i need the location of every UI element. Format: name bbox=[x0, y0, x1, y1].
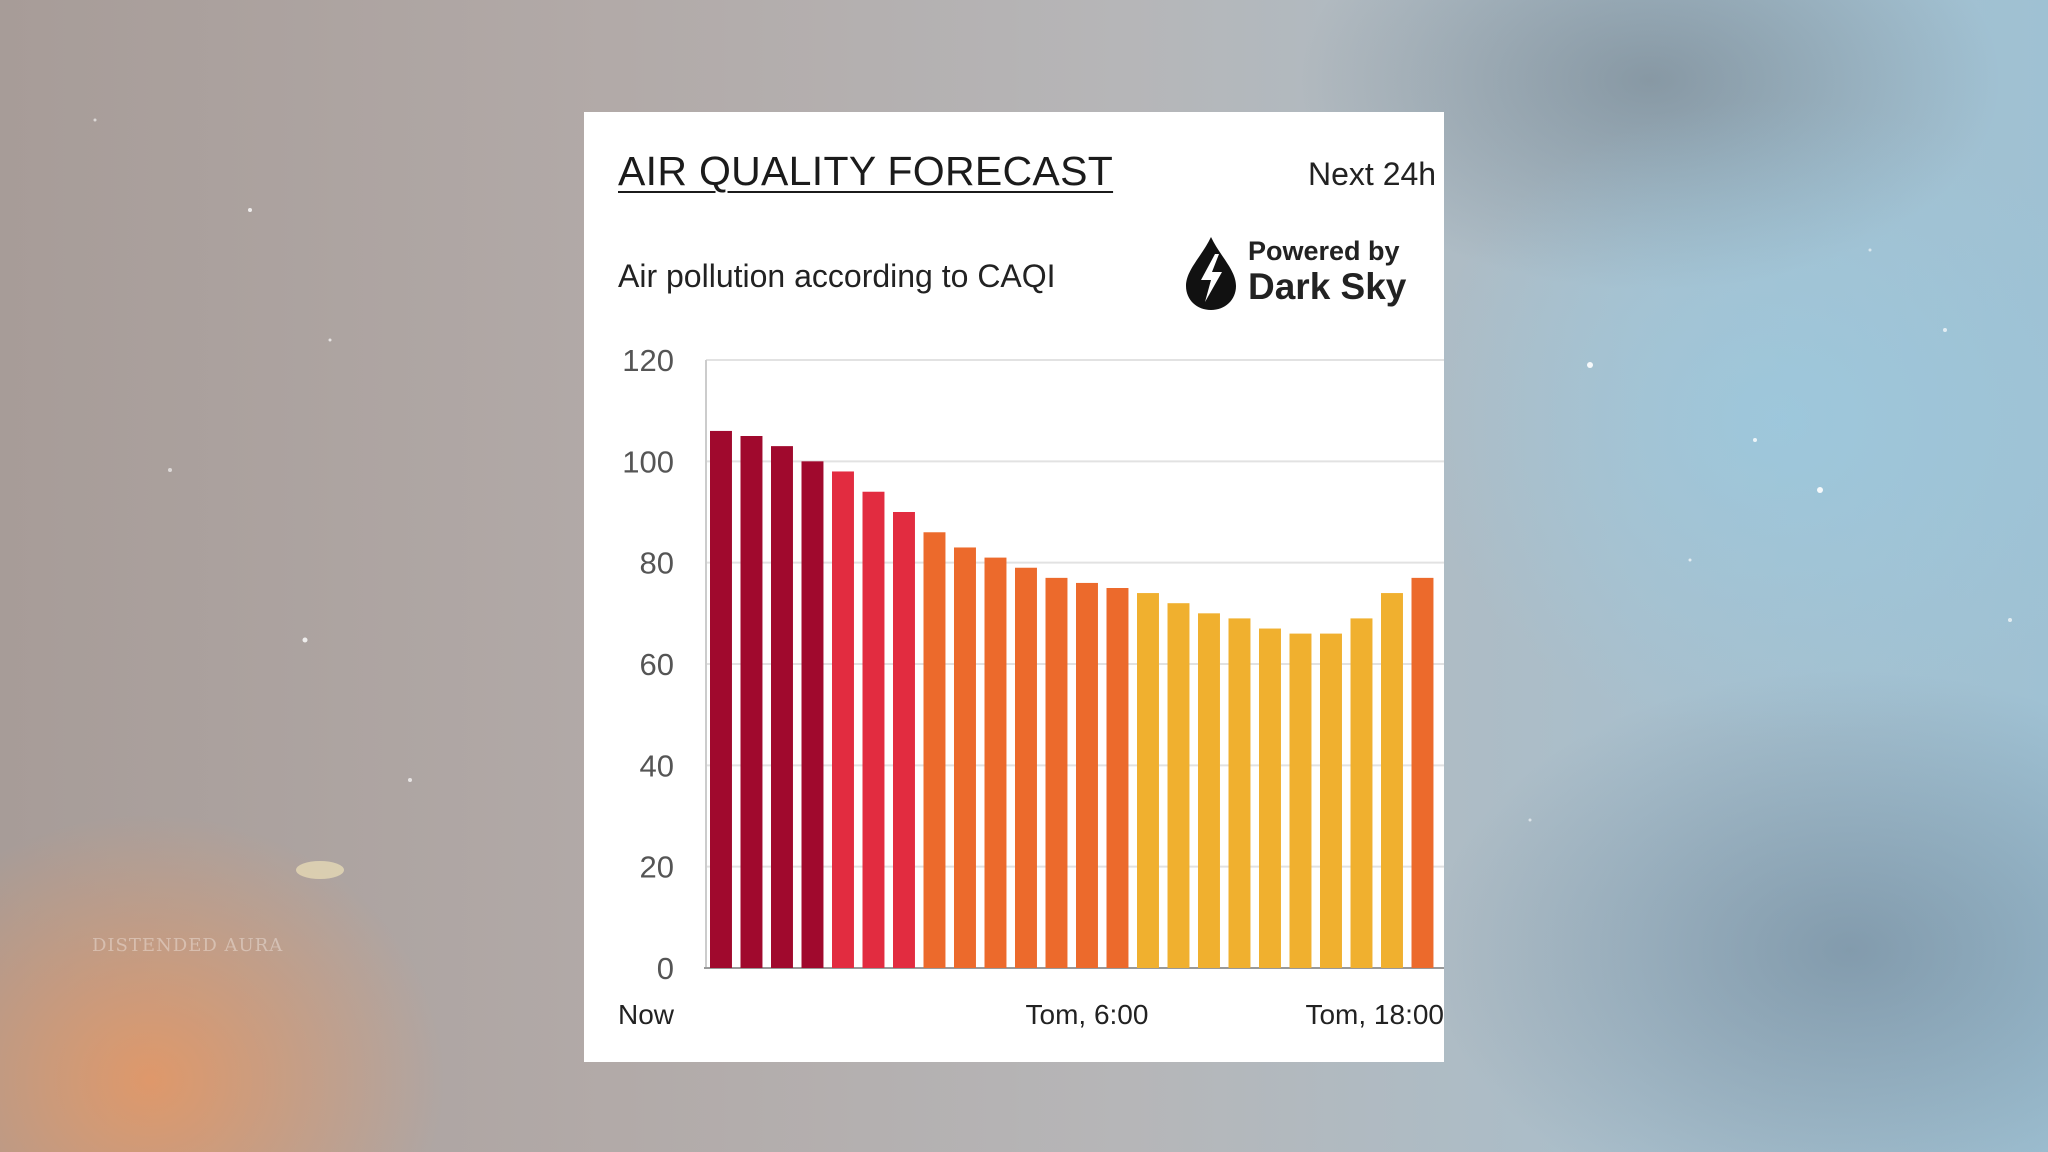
bar bbox=[801, 461, 824, 968]
bar bbox=[740, 436, 763, 968]
bar bbox=[1076, 582, 1098, 968]
x-tick-label: Tom, 18:00 bbox=[1305, 999, 1444, 1030]
bar bbox=[1411, 577, 1434, 968]
bar bbox=[1198, 613, 1220, 968]
x-tick-label: Now bbox=[618, 999, 675, 1030]
bar bbox=[1167, 603, 1190, 968]
dark-sky-brand: Dark Sky bbox=[1248, 266, 1407, 307]
y-tick-label: 0 bbox=[657, 951, 674, 986]
air-quality-widget: AIR QUALITY FORECAST Next 24h Air pollut… bbox=[584, 112, 1444, 1062]
bar bbox=[954, 547, 976, 968]
bar bbox=[862, 491, 885, 968]
y-tick-label: 60 bbox=[640, 647, 674, 682]
bar bbox=[1320, 633, 1342, 968]
bar bbox=[1350, 618, 1373, 968]
powered-by-label: Powered by bbox=[1248, 236, 1400, 266]
bar bbox=[832, 471, 854, 968]
bar bbox=[1289, 633, 1312, 968]
y-tick-label: 100 bbox=[622, 444, 674, 479]
aqi-bar-chart: 0 20 40 60 80 100 120 Now Tom, 6:00 Tom, 18:00 bbox=[618, 343, 1444, 1030]
widget-title[interactable]: AIR QUALITY FORECAST bbox=[618, 148, 1114, 194]
y-tick-label: 80 bbox=[640, 546, 674, 581]
bar bbox=[1015, 567, 1037, 968]
y-tick-label: 40 bbox=[640, 748, 674, 783]
bar bbox=[1259, 628, 1281, 968]
powered-by-dark-sky[interactable]: Powered by Dark Sky bbox=[1182, 230, 1422, 314]
dark-sky-logo-icon bbox=[1186, 237, 1236, 310]
wallpaper-watermark: DISTENDED AURA bbox=[92, 935, 284, 956]
forecast-range: Next 24h bbox=[1308, 156, 1437, 192]
bar bbox=[1228, 618, 1251, 968]
bar bbox=[893, 512, 915, 968]
bar bbox=[1381, 593, 1403, 968]
widget-subtitle: Air pollution according to CAQI bbox=[618, 258, 1056, 294]
bar bbox=[710, 430, 732, 968]
bar bbox=[771, 446, 793, 969]
bar bbox=[1106, 588, 1129, 968]
x-tick-label: Tom, 6:00 bbox=[1026, 999, 1149, 1030]
bar bbox=[1045, 577, 1068, 968]
bar bbox=[984, 557, 1007, 968]
y-tick-label: 120 bbox=[622, 343, 674, 378]
bar bbox=[1137, 593, 1159, 968]
bar bbox=[923, 532, 946, 968]
y-tick-label: 20 bbox=[640, 850, 674, 885]
